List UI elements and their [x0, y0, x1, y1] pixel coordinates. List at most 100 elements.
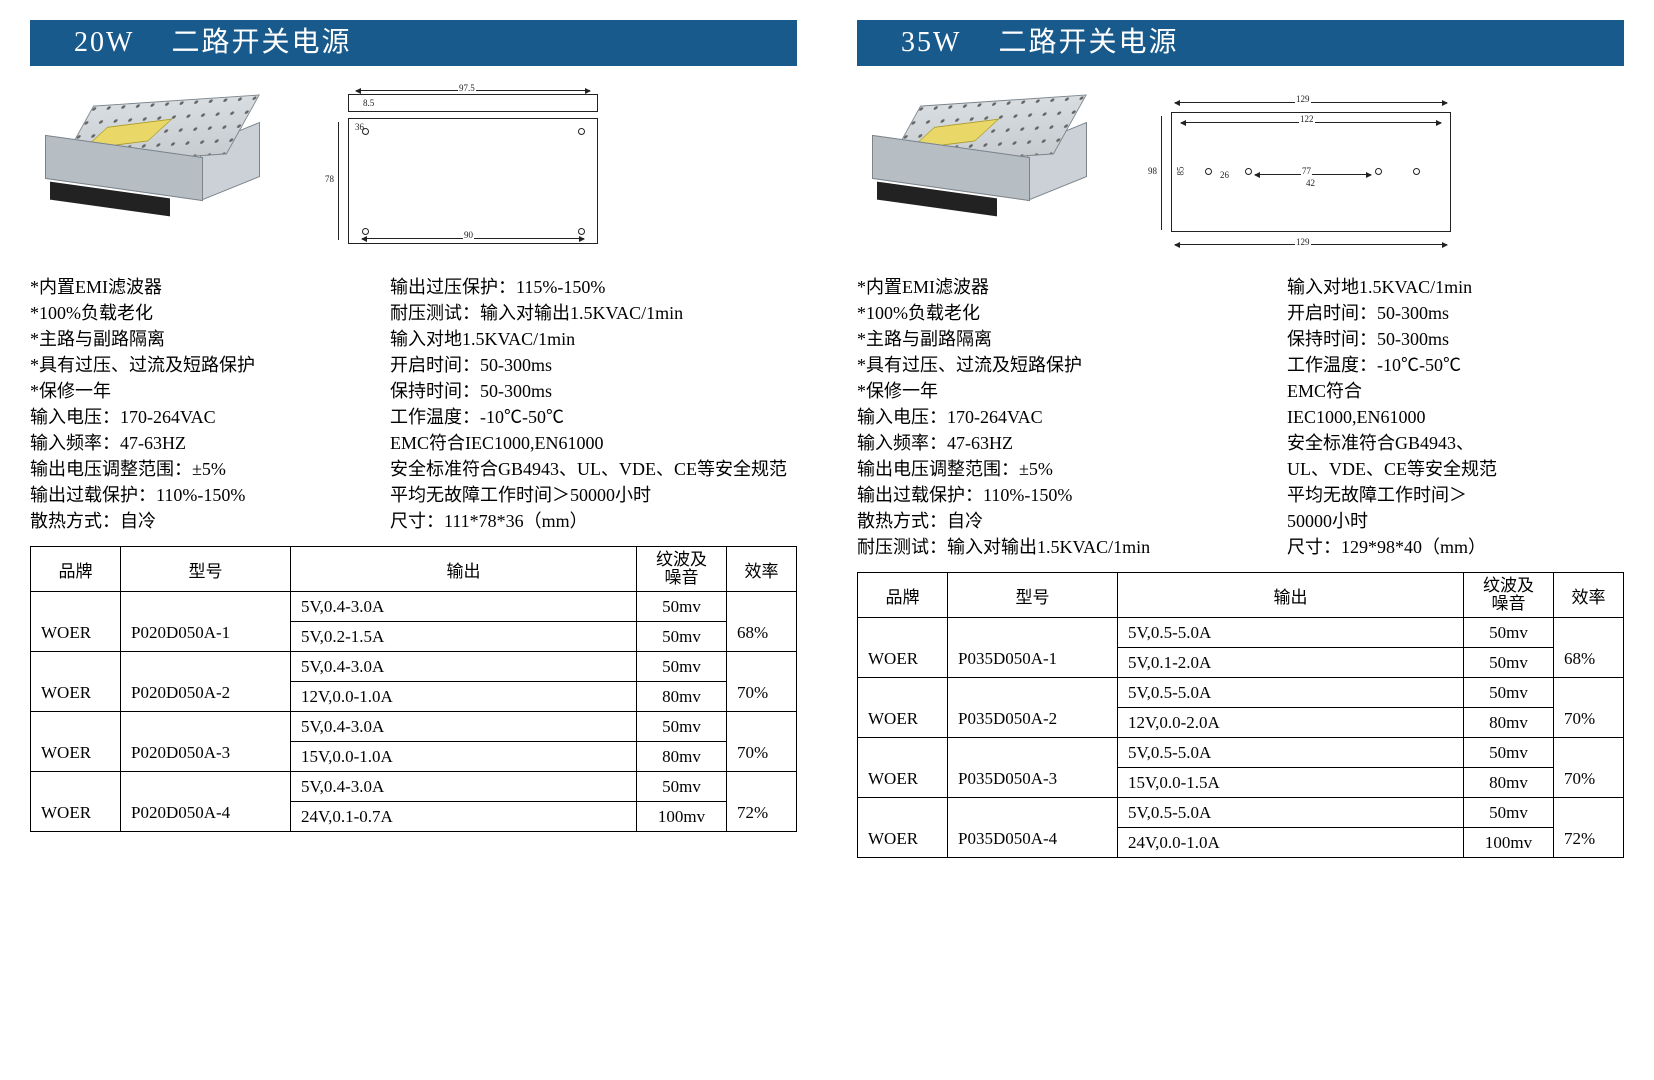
table-row: WOERP035D050A-25V,0.5-5.0A50mv70%: [858, 678, 1624, 708]
spec-line: *具有过压、过流及短路保护: [30, 352, 360, 378]
cell-output: 5V,0.5-5.0A: [1118, 678, 1464, 708]
dim-top-w: 97.5: [458, 83, 476, 93]
spec-line: 输出过载保护：110%-150%: [857, 482, 1257, 508]
product-photo: [50, 84, 290, 254]
cell-output: 5V,0.1-2.0A: [1118, 648, 1464, 678]
table-row: WOERP020D050A-25V,0.4-3.0A50mv70%: [31, 652, 797, 682]
cell-ripple: 80mv: [637, 682, 727, 712]
cell-brand: WOER: [31, 652, 121, 712]
cell-brand: WOER: [858, 798, 948, 858]
cell-output: 5V,0.4-3.0A: [291, 772, 637, 802]
panel-header: 20W 二路开关电源: [30, 20, 797, 66]
cell-model: P020D050A-1: [121, 592, 291, 652]
cell-output: 5V,0.5-5.0A: [1118, 738, 1464, 768]
spec-line: IEC1000,EN61000: [1287, 404, 1497, 430]
cell-eff: 68%: [727, 592, 797, 652]
spec-line: 保持时间：50-300ms: [390, 378, 787, 404]
spec-line: 散热方式：自冷: [857, 508, 1257, 534]
table-row: WOERP020D050A-35V,0.4-3.0A50mv70%: [31, 712, 797, 742]
spec-line: 输出电压调整范围：±5%: [857, 456, 1257, 482]
spec-line: 输入频率：47-63HZ: [30, 430, 360, 456]
specs-block: *内置EMI滤波器*100%负载老化*主路与副路隔离*具有过压、过流及短路保护*…: [857, 274, 1624, 560]
cell-ripple: 100mv: [637, 802, 727, 832]
table-header: 型号: [948, 573, 1118, 618]
spec-line: *内置EMI滤波器: [30, 274, 360, 300]
spec-line: *100%负载老化: [30, 300, 360, 326]
spec-table: 品牌型号输出纹波及噪音效率WOERP020D050A-15V,0.4-3.0A5…: [30, 546, 797, 832]
cell-eff: 70%: [727, 652, 797, 712]
product-photo: [877, 84, 1117, 254]
spec-line: 输入频率：47-63HZ: [857, 430, 1257, 456]
spec-line: 耐压测试：输入对输出1.5KVAC/1min: [857, 534, 1257, 560]
header-wattage: 35W: [901, 27, 961, 58]
table-header: 效率: [727, 547, 797, 592]
table-row: WOERP035D050A-35V,0.5-5.0A50mv70%: [858, 738, 1624, 768]
spec-line: 安全标准符合GB4943、: [1287, 430, 1497, 456]
cell-ripple: 50mv: [1464, 678, 1554, 708]
cell-eff: 70%: [727, 712, 797, 772]
cell-ripple: 50mv: [637, 592, 727, 622]
table-header: 品牌: [31, 547, 121, 592]
table-row: WOERP035D050A-45V,0.5-5.0A50mv72%: [858, 798, 1624, 828]
cell-output: 5V,0.5-5.0A: [1118, 618, 1464, 648]
spec-line: 散热方式：自冷: [30, 508, 360, 534]
figures-row: 129 122 77 129 98 85 26 42: [877, 84, 1624, 264]
cell-ripple: 50mv: [1464, 618, 1554, 648]
specs-left: *内置EMI滤波器*100%负载老化*主路与副路隔离*具有过压、过流及短路保护*…: [857, 274, 1257, 560]
cell-output: 15V,0.0-1.0A: [291, 742, 637, 772]
spec-line: *主路与副路隔离: [30, 326, 360, 352]
dim-inner-w: 122: [1299, 114, 1315, 124]
spec-line: *保修一年: [857, 378, 1257, 404]
panel-header: 35W 二路开关电源: [857, 20, 1624, 66]
header-title: 二路开关电源: [171, 27, 351, 58]
cell-model: P020D050A-3: [121, 712, 291, 772]
cell-ripple: 50mv: [1464, 798, 1554, 828]
dim-top-w: 129: [1295, 94, 1311, 104]
spec-line: 开启时间：50-300ms: [390, 352, 787, 378]
spec-line: 输入电压：170-264VAC: [857, 404, 1257, 430]
table-header: 效率: [1554, 573, 1624, 618]
spec-line: EMC符合: [1287, 378, 1497, 404]
spec-line: 开启时间：50-300ms: [1287, 300, 1497, 326]
cell-ripple: 100mv: [1464, 828, 1554, 858]
spec-line: 输出电压调整范围：±5%: [30, 456, 360, 482]
cell-ripple: 80mv: [1464, 768, 1554, 798]
cell-brand: WOER: [858, 678, 948, 738]
cell-model: P035D050A-2: [948, 678, 1118, 738]
cell-eff: 72%: [727, 772, 797, 832]
cell-ripple: 50mv: [637, 622, 727, 652]
cell-output: 5V,0.4-3.0A: [291, 652, 637, 682]
spec-line: 安全标准符合GB4943、UL、VDE、CE等安全规范: [390, 456, 787, 482]
cell-eff: 72%: [1554, 798, 1624, 858]
spec-line: 工作温度：-10℃-50℃: [390, 404, 787, 430]
specs-block: *内置EMI滤波器*100%负载老化*主路与副路隔离*具有过压、过流及短路保护*…: [30, 274, 797, 534]
specs-right: 输入对地1.5KVAC/1min开启时间：50-300ms保持时间：50-300…: [1287, 274, 1497, 560]
cell-output: 5V,0.2-1.5A: [291, 622, 637, 652]
cell-ripple: 50mv: [1464, 738, 1554, 768]
cell-output: 5V,0.4-3.0A: [291, 712, 637, 742]
spec-line: EMC符合IEC1000,EN61000: [390, 430, 787, 456]
spec-line: 50000小时: [1287, 508, 1497, 534]
cell-ripple: 50mv: [637, 712, 727, 742]
cell-output: 24V,0.1-0.7A: [291, 802, 637, 832]
cell-ripple: 80mv: [1464, 708, 1554, 738]
spec-line: 保持时间：50-300ms: [1287, 326, 1497, 352]
cell-ripple: 50mv: [637, 772, 727, 802]
cell-model: P035D050A-1: [948, 618, 1118, 678]
cell-output: 12V,0.0-1.0A: [291, 682, 637, 712]
cell-brand: WOER: [31, 772, 121, 832]
spec-line: *具有过压、过流及短路保护: [857, 352, 1257, 378]
spec-line: 输入对地1.5KVAC/1min: [390, 326, 787, 352]
header-wattage: 20W: [74, 27, 134, 58]
cell-model: P020D050A-2: [121, 652, 291, 712]
panel-20w: 20W 二路开关电源 97.5 90 78 8.5 36: [30, 20, 797, 1060]
spec-line: 输出过载保护：110%-150%: [30, 482, 360, 508]
cell-ripple: 80mv: [637, 742, 727, 772]
spec-line: 尺寸：129*98*40（mm）: [1287, 534, 1497, 560]
figures-row: 97.5 90 78 8.5 36: [50, 84, 797, 264]
dimension-diagram: 129 122 77 129 98 85 26 42: [1141, 84, 1624, 254]
dim-mid-w: 77: [1301, 166, 1312, 176]
spec-line: 尺寸：111*78*36（mm）: [390, 508, 787, 534]
table-header: 型号: [121, 547, 291, 592]
cell-model: P035D050A-4: [948, 798, 1118, 858]
